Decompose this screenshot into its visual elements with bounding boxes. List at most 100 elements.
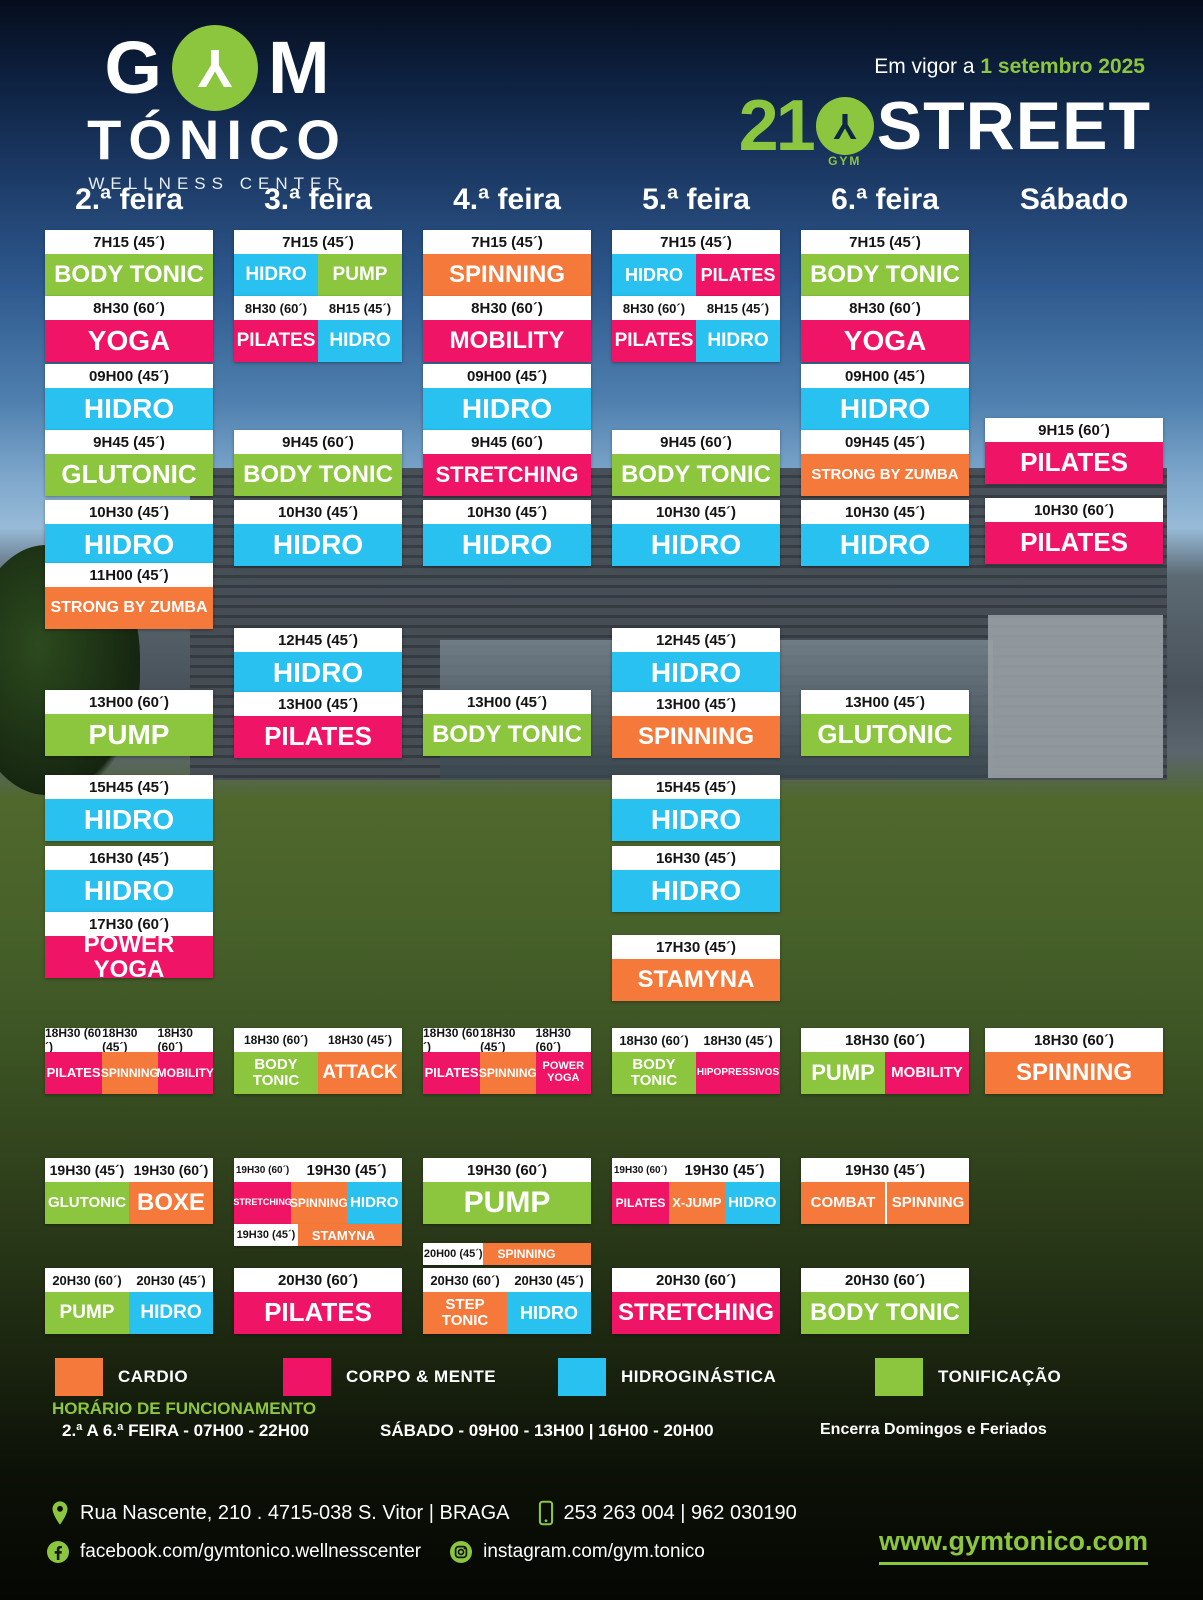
time-label: 09H45 (45´) xyxy=(844,433,926,451)
time-label: 20H30 (60´) xyxy=(277,1271,359,1289)
segment-row: PILATES xyxy=(985,442,1163,484)
time-label: 13H00 (45´) xyxy=(277,695,359,713)
segment-row: SPINNING xyxy=(423,254,591,296)
time-row: 20H30 (60´) 20H30 (45´) xyxy=(45,1268,213,1292)
class-block: 17H30 (45´) STAMYNA xyxy=(612,935,780,1001)
class-block: 20H30 (60´) 20H30 (45´) STEP TONIC HIDRO xyxy=(423,1268,591,1334)
time-row: 09H45 (45´) xyxy=(801,430,969,454)
time-row: 13H00 (45´) xyxy=(234,692,402,716)
instagram-url: instagram.com/gym.tonico xyxy=(483,1541,705,1562)
class-segment: HIDRO xyxy=(423,388,591,430)
class-block: 8H30 (60´) MOBILITY xyxy=(423,296,591,362)
class-block: 11H00 (45´) STRONG BY ZUMBA xyxy=(45,563,213,629)
time-row: 13H00 (45´) xyxy=(801,690,969,714)
time-row: 13H00 (60´) xyxy=(45,690,213,714)
time-row: 7H15 (45´) xyxy=(801,230,969,254)
time-label: 15H45 (45´) xyxy=(655,778,737,796)
class-block: 12H45 (45´) HIDRO xyxy=(234,628,402,694)
time-label: 18H30 (60´) xyxy=(423,1026,480,1054)
logo-letter-m: M xyxy=(267,26,330,109)
time-label: 18H30 (45´) xyxy=(480,1026,516,1054)
gym-tonico-logo: G Y M TÓNICO WELLNESS CENTER xyxy=(64,25,370,194)
class-block: 13H00 (60´) PUMP xyxy=(45,690,213,756)
time-label: 9H45 (45´) xyxy=(93,433,165,451)
segment-row: STRONG BY ZUMBA xyxy=(45,587,213,629)
time-label: 12H45 (45´) xyxy=(655,631,737,649)
class-block: 19H30 (45´) 19H30 (60´) GLUTONIC BOXE xyxy=(45,1158,213,1224)
class-block: 8H30 (60´) YOGA xyxy=(801,296,969,362)
time-label: 10H30 (45´) xyxy=(655,503,737,521)
legend-item: HIDROGINÁSTICA xyxy=(558,1358,776,1396)
brand-21: 21 xyxy=(738,86,816,166)
time-label: 17H30 (45´) xyxy=(655,938,737,956)
segment-row: GLUTONIC xyxy=(45,454,213,496)
time-row: 13H00 (45´) xyxy=(612,692,780,716)
class-segment: HIDRO xyxy=(612,870,780,912)
time-label: 20H30 (60´) xyxy=(655,1271,737,1289)
class-block: 7H15 (45´) HIDRO PILATES xyxy=(612,230,780,296)
class-block: 20H30 (60´) BODY TONIC xyxy=(801,1268,969,1334)
phone-numbers: 253 263 004 | 962 030190 xyxy=(563,1501,797,1524)
class-segment: PUMP xyxy=(801,1052,885,1094)
time-label: 13H00 (45´) xyxy=(844,693,926,711)
day-header: 2.ª feira xyxy=(75,183,183,216)
time-label: 19H30 (60´) xyxy=(133,1162,209,1178)
class-segment: GLUTONIC xyxy=(45,1182,129,1224)
segment-row: YOGA xyxy=(801,320,969,362)
time-row: 9H45 (60´) xyxy=(423,430,591,454)
time-label: 09H00 (45´) xyxy=(466,367,548,385)
class-block: 09H45 (45´) STRONG BY ZUMBA xyxy=(801,430,969,496)
time-label: 19H30 (45´) xyxy=(49,1162,125,1178)
class-block: 13H00 (45´) SPINNING xyxy=(612,692,780,758)
time-label: 18H30 (45´) xyxy=(102,1026,138,1054)
logo-gym-line: G Y M xyxy=(64,25,370,111)
legend-item: TONIFICAÇÃO xyxy=(875,1358,1061,1396)
time-label: 19H30 (45´) xyxy=(684,1161,765,1179)
time-row: 20H30 (60´) xyxy=(612,1268,780,1292)
segment-row: BODY TONIC xyxy=(612,454,780,496)
day-header: 3.ª feira xyxy=(264,183,372,216)
class-segment: STRONG BY ZUMBA xyxy=(45,587,213,629)
legend-swatch xyxy=(558,1358,606,1396)
time-label: 19H30 (60´) xyxy=(613,1164,668,1176)
segment-row: HIDRO xyxy=(45,388,213,430)
class-segment: SPINNING xyxy=(101,1052,159,1094)
time-label: 8H15 (45´) xyxy=(328,300,392,316)
class-segment: PILATES xyxy=(696,254,780,296)
class-segment: SPINNING xyxy=(985,1052,1163,1094)
segment-row: STRETCHING xyxy=(612,1292,780,1334)
class-segment: BOXE xyxy=(129,1182,213,1224)
time-row: 10H30 (45´) xyxy=(801,500,969,524)
time-label: 9H45 (60´) xyxy=(282,433,354,451)
effective-date: 1 setembro 2025 xyxy=(980,55,1145,78)
time-row: 18H30 (60´) xyxy=(801,1028,969,1052)
time-row: 8H30 (60´) xyxy=(801,296,969,320)
time-row: 10H30 (45´) xyxy=(612,500,780,524)
time-label: 7H15 (45´) xyxy=(660,233,732,251)
legend-label: CORPO & MENTE xyxy=(346,1367,497,1386)
class-segment: HIDRO xyxy=(612,254,696,296)
class-segment: SPINNING xyxy=(885,1182,969,1224)
class-segment: PILATES xyxy=(612,1182,670,1224)
class-block: 18H30 (60´) PUMP MOBILITY xyxy=(801,1028,969,1094)
class-block: 18H30 (60´) 18H30 (45´) 18H30 (60´) PILATES… xyxy=(423,1026,591,1094)
time-row: 8H30 (60´) xyxy=(423,296,591,320)
class-segment: PILATES xyxy=(234,1292,402,1334)
day-column: Sábado 9H15 (60´) PILATES 10H30 (60´) PILATE… xyxy=(985,0,1163,1600)
segment-row: SPINNING xyxy=(612,716,780,758)
time-label: 19H30 (45´) xyxy=(234,1224,298,1246)
class-segment: HIDRO xyxy=(612,652,780,694)
class-block: 20H30 (60´) 20H30 (45´) PUMP HIDRO xyxy=(45,1268,213,1334)
time-label: 20H00 (45´) xyxy=(423,1243,484,1265)
time-row: 18H30 (60´) 18H30 (45´) xyxy=(612,1028,780,1052)
class-segment: GLUTONIC xyxy=(45,454,213,496)
segment-row: STRETCHING xyxy=(423,454,591,496)
class-block: 19H30 (60´) PUMP xyxy=(423,1158,591,1224)
class-block: 18H30 (60´) 18H30 (45´) BODY TONIC ATTACK xyxy=(234,1028,402,1094)
class-segment: PUMP xyxy=(423,1182,591,1224)
time-row: 8H30 (60´) 8H15 (45´) xyxy=(612,296,780,320)
class-block: 9H45 (60´) STRETCHING xyxy=(423,430,591,496)
class-segment: POWER YOGA xyxy=(535,1052,591,1094)
segment-row: HIDRO xyxy=(423,524,591,566)
segment-row: PILATES SPINNING MOBILITY xyxy=(45,1052,214,1094)
